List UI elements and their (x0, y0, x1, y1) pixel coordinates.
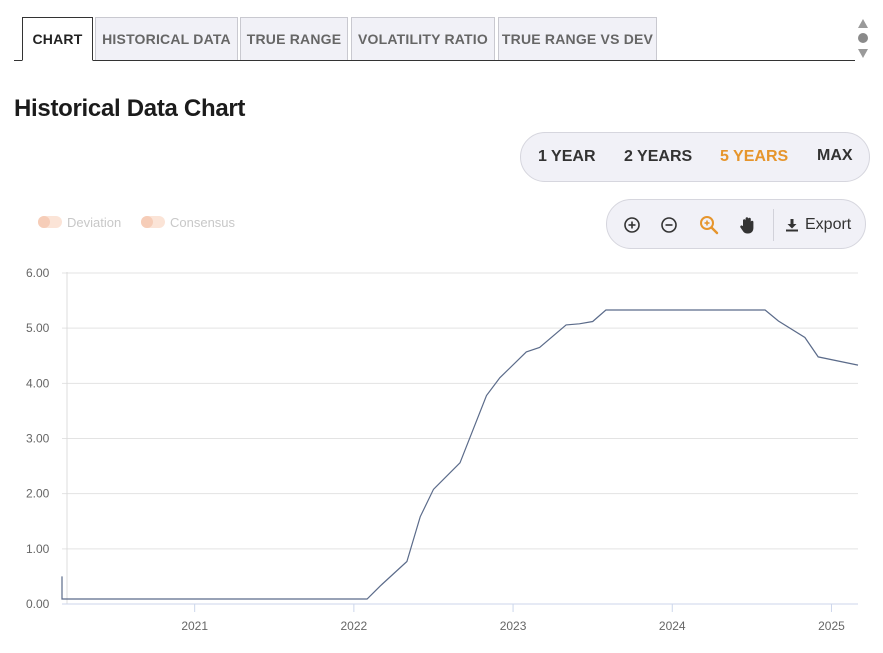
legend-consensus[interactable]: Consensus (141, 213, 235, 231)
zoom-in-icon[interactable] (620, 213, 644, 237)
y-tick-label: 4.00 (26, 376, 50, 390)
scroll-up-icon[interactable] (858, 19, 868, 28)
x-axis-tick-labels: 2021 2022 2023 2024 2025 (181, 604, 845, 633)
y-tick-label: 0.00 (26, 597, 50, 611)
legend-deviation-toggle-icon (38, 216, 62, 228)
series-line[interactable] (61, 309, 859, 600)
range-1-year-button[interactable]: 1 YEAR (538, 148, 596, 165)
legend-consensus-label: Consensus (170, 214, 236, 230)
legend-deviation[interactable]: Deviation (38, 213, 121, 231)
tab-chart[interactable]: CHART (22, 17, 93, 61)
tab-historical-data[interactable]: HISTORICAL DATA (95, 17, 238, 60)
export-label: Export (805, 216, 852, 233)
toolbar-divider (773, 209, 774, 241)
range-selector: 1 YEAR 2 YEARS 5 YEARS MAX (520, 132, 870, 182)
pan-hand-icon[interactable] (736, 213, 760, 237)
y-tick-label: 2.00 (26, 487, 50, 501)
x-tick-label: 2021 (181, 619, 208, 633)
scroll-down-icon[interactable] (858, 49, 868, 58)
scroll-dot-icon (858, 33, 868, 43)
range-2-years-button[interactable]: 2 YEARS (624, 148, 693, 165)
x-tick-label: 2025 (818, 619, 845, 633)
zoom-out-icon[interactable] (657, 213, 681, 237)
y-tick-label: 5.00 (26, 321, 50, 335)
legend-deviation-label: Deviation (67, 214, 122, 230)
range-5-years-button[interactable]: 5 YEARS (720, 148, 789, 165)
tab-scroll-indicator[interactable] (857, 19, 869, 59)
x-tick-label: 2022 (341, 619, 368, 633)
chart-gridlines (62, 272, 858, 550)
y-tick-label: 1.00 (26, 542, 50, 556)
page-title: Historical Data Chart (14, 95, 246, 122)
legend-consensus-toggle-icon (141, 216, 165, 228)
tab-true-range[interactable]: TRUE RANGE (240, 17, 348, 60)
zoom-select-icon[interactable] (697, 213, 721, 237)
download-icon (786, 219, 798, 232)
export-button[interactable]: Export (785, 215, 851, 235)
x-tick-label: 2024 (659, 619, 686, 633)
y-tick-label: 3.00 (26, 432, 50, 446)
y-tick-label: 6.00 (26, 266, 50, 280)
tab-volatility-ratio[interactable]: VOLATILITY RATIO (351, 17, 495, 60)
chart-toolbar: Export (606, 199, 866, 249)
y-axis-tick-labels: 0.00 1.00 2.00 3.00 4.00 5.00 6.00 (26, 266, 50, 611)
tab-bar: CHART HISTORICAL DATA TRUE RANGE VOLATIL… (14, 17, 855, 61)
tab-true-range-vs-dev[interactable]: TRUE RANGE VS DEV (498, 17, 657, 60)
x-tick-label: 2023 (500, 619, 527, 633)
range-max-button[interactable]: MAX (817, 147, 853, 164)
line-chart: 0.001.002.003.004.005.006.00 2021 2022 202… (26, 266, 859, 633)
